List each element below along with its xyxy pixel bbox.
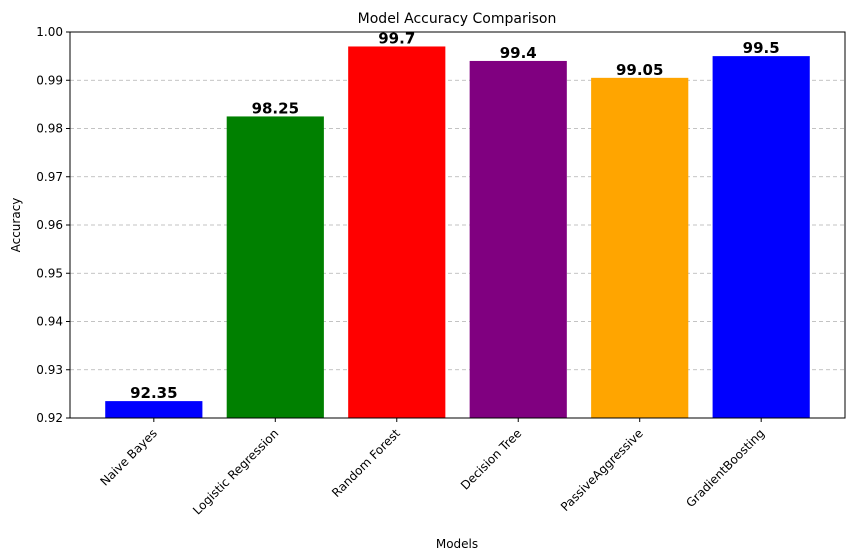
y-tick-label: 1.00 bbox=[36, 25, 63, 39]
x-tick-label: PassiveAggressive bbox=[558, 426, 646, 514]
bar-value-label: 98.25 bbox=[252, 99, 299, 117]
y-tick-label: 0.92 bbox=[36, 411, 63, 425]
bar bbox=[348, 46, 446, 418]
y-axis-ticks: 0.92 0.93 0.94 0.95 0.96 0.97 0.98 0.99 1.00 bbox=[36, 25, 70, 425]
bars bbox=[105, 46, 810, 419]
x-tick-label: Naive Bayes bbox=[98, 426, 160, 488]
y-axis-label: Accuracy bbox=[9, 198, 23, 253]
x-tick-label: GradientBoosting bbox=[683, 426, 767, 510]
y-tick-label: 0.95 bbox=[36, 266, 63, 280]
bar bbox=[105, 401, 203, 418]
y-tick-label: 0.99 bbox=[36, 73, 63, 87]
bar-value-label: 99.4 bbox=[500, 44, 537, 62]
x-tick-label: Logistic Regression bbox=[190, 426, 281, 517]
y-tick-label: 0.93 bbox=[36, 363, 63, 377]
chart-title: Model Accuracy Comparison bbox=[358, 11, 557, 27]
x-axis-label: Models bbox=[436, 537, 478, 551]
bar bbox=[469, 60, 567, 418]
bar-value-label: 92.35 bbox=[130, 384, 177, 402]
bar bbox=[591, 77, 689, 419]
y-tick-label: 0.96 bbox=[36, 218, 63, 232]
bar-value-label: 99.7 bbox=[378, 29, 415, 47]
bar bbox=[712, 56, 810, 418]
data-labels: 92.35 98.25 99.7 99.4 99.05 99.5 bbox=[130, 29, 780, 402]
bar-value-label: 99.05 bbox=[616, 61, 663, 79]
y-tick-label: 0.94 bbox=[36, 315, 63, 329]
x-tick-label: Decision Tree bbox=[458, 426, 524, 492]
bar bbox=[226, 116, 324, 418]
y-tick-label: 0.98 bbox=[36, 122, 63, 136]
x-axis-ticks: Naive Bayes Logistic Regression Random For… bbox=[98, 418, 767, 518]
x-tick-label: Random Forest bbox=[329, 426, 403, 500]
bar-value-label: 99.5 bbox=[743, 39, 780, 57]
y-tick-label: 0.97 bbox=[36, 170, 63, 184]
